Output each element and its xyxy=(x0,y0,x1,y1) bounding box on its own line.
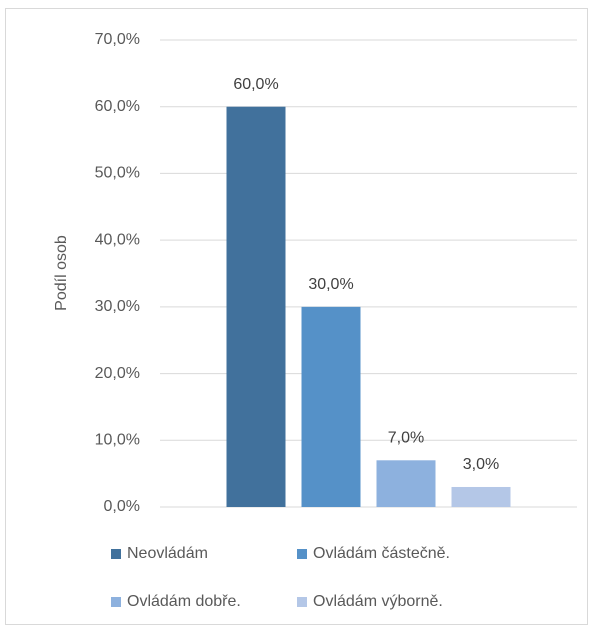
bar xyxy=(451,486,511,507)
y-tick-label: 70,0% xyxy=(95,31,140,48)
y-tick-label: 40,0% xyxy=(95,231,140,248)
y-tick-label: 30,0% xyxy=(95,298,140,315)
y-tick-label: 60,0% xyxy=(95,98,140,115)
bar xyxy=(226,106,286,507)
legend-label: Ovládám výborně. xyxy=(313,593,443,610)
legend-swatch xyxy=(297,597,307,607)
legend-label: Neovládám xyxy=(127,545,208,562)
y-tick-label: 10,0% xyxy=(95,432,140,449)
data-label: 30,0% xyxy=(308,276,353,293)
legend-swatch xyxy=(111,597,121,607)
y-tick-label: 0,0% xyxy=(104,498,140,515)
y-axis-title: Podíl osob xyxy=(53,235,70,311)
data-label: 3,0% xyxy=(463,456,499,473)
bar xyxy=(376,460,436,507)
legend-swatch xyxy=(297,549,307,559)
data-label: 7,0% xyxy=(388,430,424,447)
bar xyxy=(301,306,361,507)
y-tick-label: 50,0% xyxy=(95,165,140,182)
data-label: 60,0% xyxy=(233,76,278,93)
legend-label: Ovládám dobře. xyxy=(127,593,241,610)
legend-swatch xyxy=(111,549,121,559)
y-tick-label: 20,0% xyxy=(95,365,140,382)
chart-border xyxy=(5,8,588,625)
legend-label: Ovládám částečně. xyxy=(313,545,450,562)
